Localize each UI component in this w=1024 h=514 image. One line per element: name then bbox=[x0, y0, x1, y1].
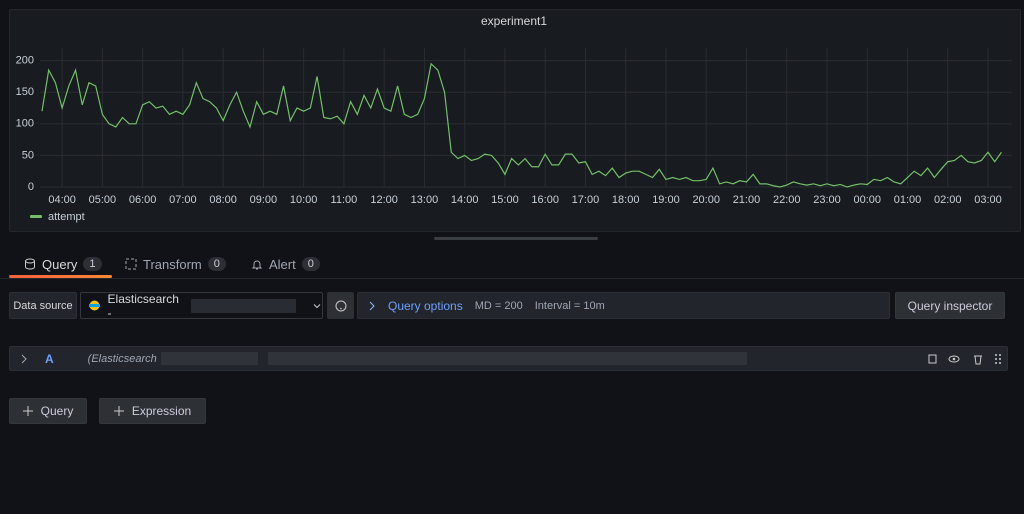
icon bbox=[314, 303, 321, 308]
y-tick-label: 100 bbox=[16, 118, 34, 130]
x-tick-label: 08:00 bbox=[209, 194, 237, 206]
tab-alert[interactable]: Alert 0 bbox=[251, 254, 320, 274]
x-tick-label: 09:00 bbox=[250, 194, 278, 206]
redacted bbox=[160, 352, 258, 365]
resize-handle[interactable] bbox=[434, 237, 598, 240]
icon[interactable] bbox=[20, 354, 28, 364]
x-tick-label: 04:00 bbox=[48, 194, 76, 206]
add-query-button[interactable]: Query bbox=[9, 398, 87, 424]
x-tick-label: 23:00 bbox=[813, 194, 841, 206]
x-tick-label: 10:00 bbox=[290, 194, 318, 206]
legend-label: attempt bbox=[48, 211, 85, 223]
query-inspector-button[interactable]: Query inspector bbox=[895, 292, 1005, 319]
max-data-points: MD = 200 bbox=[474, 299, 523, 312]
panel bbox=[9, 9, 1021, 232]
query-options-label: Query options bbox=[388, 298, 463, 313]
x-tick-label: 06:00 bbox=[129, 194, 157, 206]
legend-swatch bbox=[30, 215, 42, 218]
button-label: Expression bbox=[131, 404, 192, 418]
x-tick-label: 14:00 bbox=[451, 194, 479, 206]
x-tick-label: 15:00 bbox=[491, 194, 519, 206]
icon bbox=[25, 258, 35, 270]
data-source-name: Elasticsearch - bbox=[107, 291, 179, 320]
x-tick-label: 22:00 bbox=[773, 194, 801, 206]
query-row: A (Elasticsearch bbox=[9, 346, 1008, 371]
x-tick-label: 07:00 bbox=[169, 194, 197, 206]
help-button[interactable] bbox=[327, 292, 354, 319]
add-expression-button[interactable]: Expression bbox=[99, 398, 206, 424]
interval: Interval = 10m bbox=[534, 299, 605, 312]
x-tick-label: 01:00 bbox=[894, 194, 922, 206]
redacted bbox=[190, 298, 297, 313]
x-tick-label: 00:00 bbox=[853, 194, 881, 206]
row-actions[interactable] bbox=[927, 353, 1007, 365]
icon bbox=[251, 260, 263, 270]
tab-label: Transform bbox=[143, 256, 202, 272]
tab-transform[interactable]: Transform 0 bbox=[125, 254, 226, 274]
active-tab-indicator bbox=[9, 275, 112, 278]
y-tick-label: 50 bbox=[22, 149, 34, 161]
x-tick-label: 19:00 bbox=[652, 194, 680, 206]
x-tick-label: 02:00 bbox=[934, 194, 962, 206]
data-source-label: Data source bbox=[9, 292, 77, 319]
y-tick-label: 150 bbox=[16, 86, 34, 98]
divider bbox=[0, 278, 1024, 279]
x-tick-label: 05:00 bbox=[89, 194, 117, 206]
tab-count: 0 bbox=[207, 257, 226, 271]
x-tick-label: 12:00 bbox=[370, 194, 398, 206]
x-tick-label: 21:00 bbox=[733, 194, 761, 206]
chart: experiment1 0 50 100 150 200 04:00 05:00 06:00 0… bbox=[16, 14, 1012, 223]
x-tick-label: 11:00 bbox=[331, 194, 358, 206]
redacted bbox=[267, 352, 748, 365]
icon bbox=[113, 406, 124, 416]
query-ref[interactable]: A bbox=[44, 351, 54, 366]
icon bbox=[89, 300, 100, 311]
icon bbox=[125, 258, 137, 270]
tab-count: 0 bbox=[301, 257, 320, 271]
x-tick-label: 20:00 bbox=[692, 194, 720, 206]
x-tick-label: 18:00 bbox=[612, 194, 640, 206]
icon bbox=[335, 300, 346, 311]
button-label: Query bbox=[40, 404, 74, 418]
x-tick-label: 03:00 bbox=[974, 194, 1002, 206]
y-tick-label: 200 bbox=[16, 55, 34, 67]
data-source-select[interactable]: Elasticsearch - bbox=[80, 291, 323, 320]
y-tick-label: 0 bbox=[28, 181, 34, 193]
x-tick-label: 16:00 bbox=[531, 194, 559, 206]
tab-label: Query bbox=[42, 256, 78, 272]
query-source: (Elasticsearch bbox=[87, 352, 157, 365]
x-tick-label: 13:00 bbox=[411, 194, 439, 206]
tab-label: Alert bbox=[269, 256, 296, 272]
query-options[interactable]: Query options MD = 200 Interval = 10m bbox=[357, 292, 890, 319]
tab-query[interactable]: Query 1 bbox=[24, 254, 102, 274]
tab-count: 1 bbox=[83, 257, 102, 271]
chart-title: experiment1 bbox=[481, 14, 547, 28]
icon bbox=[22, 406, 33, 416]
icon bbox=[369, 301, 375, 310]
x-tick-label: 17:00 bbox=[572, 194, 600, 206]
series-line bbox=[41, 62, 1002, 188]
